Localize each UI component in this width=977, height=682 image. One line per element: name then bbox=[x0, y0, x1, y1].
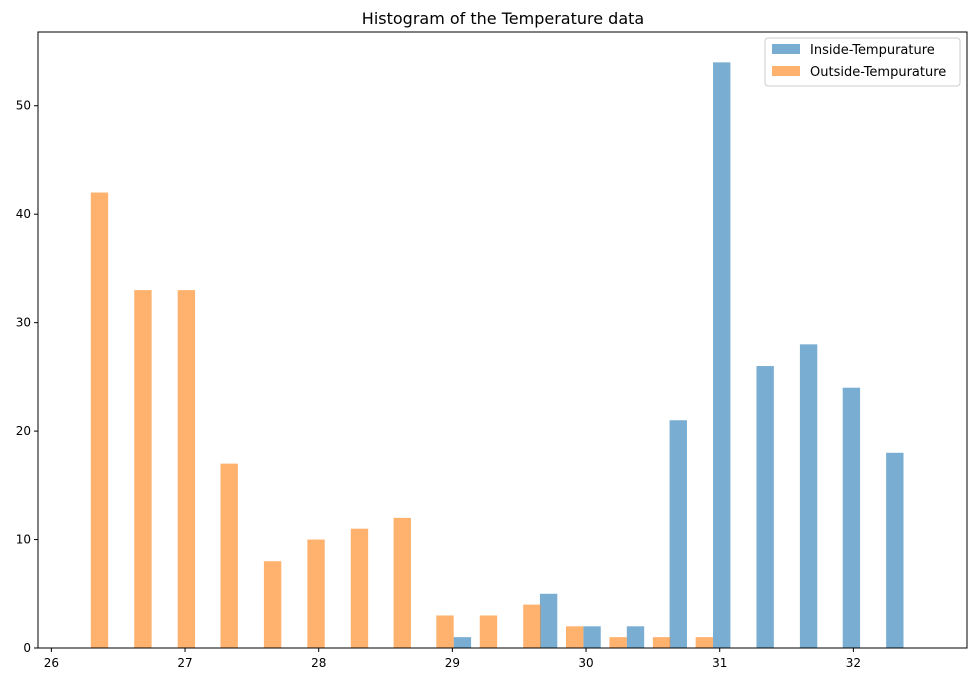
legend-label-outside: Outside-Tempurature bbox=[810, 65, 946, 80]
y-tick-label: 30 bbox=[16, 316, 31, 330]
bar-outside-9 bbox=[479, 615, 498, 648]
legend-swatch-outside bbox=[772, 66, 800, 76]
bar-inside-0 bbox=[453, 637, 472, 648]
y-tick-label: 20 bbox=[16, 424, 31, 438]
bar-outside-1 bbox=[134, 290, 152, 648]
bar-inside-5 bbox=[713, 62, 731, 649]
y-tick-label: 0 bbox=[23, 641, 31, 655]
bar-outside-4 bbox=[263, 561, 282, 648]
bar-inside-3 bbox=[626, 626, 645, 648]
bar-outside-6 bbox=[350, 528, 369, 648]
bar-outside-12 bbox=[609, 637, 627, 648]
legend-swatch-inside bbox=[772, 44, 800, 54]
legend: Inside-Tempurature Outside-Tempurature bbox=[764, 37, 961, 87]
legend-label-inside: Inside-Tempurature bbox=[810, 43, 935, 58]
bar-outside-7 bbox=[393, 517, 411, 648]
bar-outside-0 bbox=[90, 192, 109, 648]
bar-outside-10 bbox=[523, 604, 541, 648]
bars-layer bbox=[90, 62, 904, 649]
x-tick-label: 27 bbox=[177, 656, 192, 670]
bar-outside-14 bbox=[695, 637, 714, 648]
x-tick-label: 29 bbox=[445, 656, 460, 670]
x-tick-label: 28 bbox=[311, 656, 326, 670]
x-tick-label: 32 bbox=[846, 656, 861, 670]
bar-inside-6 bbox=[756, 366, 774, 648]
bar-inside-2 bbox=[583, 626, 601, 648]
legend-box bbox=[764, 37, 961, 87]
bar-outside-5 bbox=[307, 539, 325, 648]
bar-inside-7 bbox=[799, 344, 818, 648]
x-axis: 26 27 28 29 30 31 32 bbox=[44, 648, 861, 670]
bar-inside-1 bbox=[539, 593, 558, 648]
y-tick-label: 50 bbox=[16, 99, 31, 113]
bar-outside-11 bbox=[565, 626, 584, 648]
bar-outside-2 bbox=[177, 290, 196, 648]
x-tick-label: 26 bbox=[44, 656, 59, 670]
y-axis: 0 10 20 30 40 50 bbox=[16, 99, 38, 655]
y-tick-label: 10 bbox=[16, 533, 31, 547]
bar-inside-4 bbox=[669, 420, 687, 648]
y-tick-label: 40 bbox=[16, 207, 31, 221]
bar-outside-3 bbox=[220, 463, 238, 648]
x-tick-label: 31 bbox=[712, 656, 727, 670]
bar-inside-8 bbox=[842, 387, 861, 648]
x-tick-label: 30 bbox=[578, 656, 593, 670]
bar-inside-9 bbox=[886, 452, 904, 648]
bar-outside-8 bbox=[436, 615, 454, 648]
bar-outside-13 bbox=[652, 637, 671, 648]
chart-title: Histogram of the Temperature data bbox=[362, 9, 644, 28]
plot-frame bbox=[37, 31, 968, 649]
